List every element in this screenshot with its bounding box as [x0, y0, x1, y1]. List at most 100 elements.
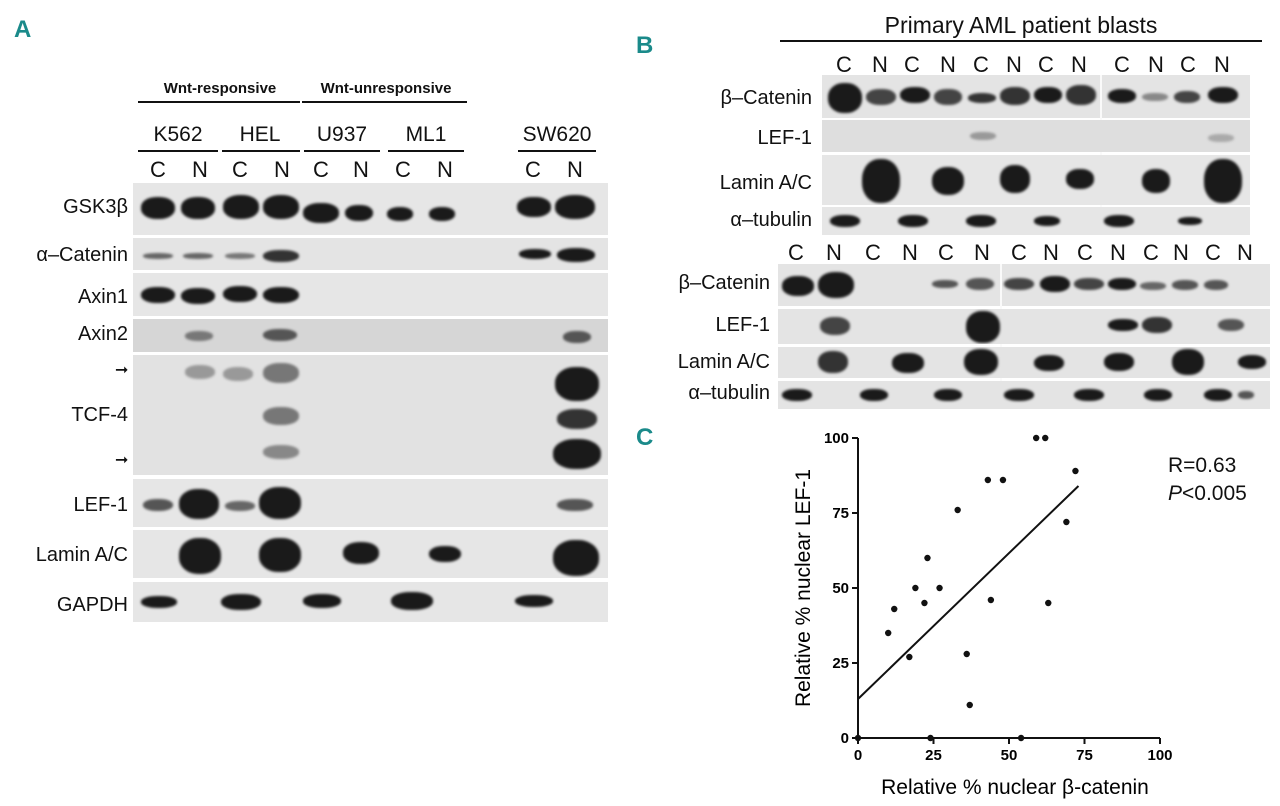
blot-strip-gapdh	[133, 582, 608, 622]
lane-label: N	[1173, 240, 1189, 265]
y-tick-label: 25	[832, 655, 849, 672]
row-label-alpha-tubulin: α–tubulin	[730, 209, 812, 231]
panel-b-title: Primary AML patient blasts	[884, 12, 1158, 38]
data-point	[1042, 434, 1049, 442]
lane-label: C	[1011, 240, 1027, 265]
data-point	[1045, 599, 1052, 607]
cell-line-underline	[388, 150, 464, 152]
row-label-lamin: Lamin A/C	[719, 172, 812, 194]
row-label-gapdh: GAPDH	[56, 594, 128, 616]
chart-axes: 0 25 50 75 100 0 25 50 75 100	[824, 430, 1173, 764]
blot-strip-axin2	[133, 319, 608, 352]
data-point	[966, 701, 973, 709]
lane-label: C	[525, 157, 541, 182]
blot-strip-b-top-lamin	[822, 155, 1250, 205]
data-point	[891, 605, 898, 613]
lane-label: C	[395, 157, 411, 182]
y-tick-label: 50	[832, 580, 849, 597]
row-label-beta-catenin: β–Catenin	[720, 87, 812, 109]
lane-label: N	[192, 157, 208, 182]
lane-label: C	[1180, 52, 1196, 77]
x-tick-label: 0	[854, 747, 862, 764]
blot-strip-lef1	[133, 479, 608, 527]
data-point	[954, 506, 961, 514]
x-tick-label: 75	[1076, 747, 1093, 764]
row-label-alpha-tubulin: α–tubulin	[688, 382, 770, 404]
blot-strip-alpha-catenin	[133, 238, 608, 270]
data-point	[912, 584, 919, 592]
lane-label: C	[313, 157, 329, 182]
lane-label: N	[437, 157, 453, 182]
data-point	[963, 650, 970, 658]
cell-line-underline	[304, 150, 380, 152]
lane-label: N	[940, 52, 956, 77]
x-tick-label: 25	[925, 747, 942, 764]
cell-line-sw620: SW620	[522, 123, 592, 146]
row-label-lamin: Lamin A/C	[35, 544, 128, 566]
y-tick-label: 0	[841, 730, 849, 747]
row-label-gsk3b: GSK3β	[63, 196, 128, 218]
lane-label: N	[1043, 240, 1059, 265]
data-point	[927, 734, 934, 742]
group-underline-responsive	[138, 101, 300, 103]
cell-line-underline	[518, 150, 596, 152]
data-point	[936, 584, 943, 592]
row-label-lef1: LEF-1	[757, 127, 812, 149]
lane-label: C	[1205, 240, 1221, 265]
data-points	[854, 434, 1079, 742]
row-label-lef1: LEF-1	[73, 494, 128, 516]
blot-strip-b-bottom-lamin	[778, 347, 1270, 378]
group-label-wnt-unresponsive: Wnt-unresponsive	[320, 80, 452, 97]
blot-strip-b-bottom-lef1	[778, 309, 1270, 344]
regression-line	[857, 485, 1080, 700]
blot-strip-b-bottom-beta-catenin	[778, 264, 1270, 306]
row-label-axin1: Axin1	[77, 286, 128, 308]
x-tick-label: 100	[1147, 747, 1172, 764]
row-label-tcf4: TCF-4	[71, 404, 128, 426]
data-point	[924, 554, 931, 562]
blot-strip-b-top-tubulin	[822, 207, 1250, 235]
cell-line-k562: K562	[153, 123, 203, 146]
blot-strip-lamin	[133, 530, 608, 578]
lane-label: N	[872, 52, 888, 77]
data-point	[1063, 518, 1070, 526]
lane-label: N	[1148, 52, 1164, 77]
lane-label: N	[1237, 240, 1253, 265]
band-arrow-icon: ➞	[115, 452, 129, 469]
panel-b-letter: B	[636, 32, 654, 59]
blot-strip-b-top-lef1	[822, 120, 1250, 152]
y-axis-label: Relative % nuclear LEF-1	[792, 469, 815, 707]
lane-label: C	[232, 157, 248, 182]
lane-label: C	[1077, 240, 1093, 265]
lane-label: C	[836, 52, 852, 77]
stat-p-value: <0.005	[1182, 482, 1247, 505]
blot-strip-gsk3b	[133, 183, 608, 235]
cell-line-ml1: ML1	[405, 123, 447, 146]
lane-label: N	[1071, 52, 1087, 77]
lane-label: C	[904, 52, 920, 77]
data-point	[984, 476, 992, 484]
cell-line-underline	[138, 150, 218, 152]
blot-strip-tcf4	[133, 355, 608, 475]
stat-r: R=0.63	[1168, 454, 1237, 477]
lane-label: N	[826, 240, 842, 265]
lane-label: C	[1038, 52, 1054, 77]
group-label-wnt-responsive: Wnt-responsive	[163, 80, 277, 97]
lane-label: N	[974, 240, 990, 265]
data-point	[885, 629, 892, 637]
lane-label: N	[567, 157, 583, 182]
lane-label: C	[1114, 52, 1130, 77]
row-label-lef1: LEF-1	[715, 314, 770, 336]
data-point	[1032, 434, 1040, 442]
blot-strip-b-top-beta-catenin	[822, 75, 1250, 118]
data-point	[921, 599, 928, 607]
y-tick-label: 100	[824, 430, 849, 447]
lane-label: C	[788, 240, 804, 265]
blot-strip-b-bottom-tubulin	[778, 381, 1270, 409]
blot-strip-axin1	[133, 273, 608, 316]
scatter-chart: 0 25 50 75 100 0 25 50 75 100 Relative % nuclear …	[792, 430, 1173, 799]
lane-label: N	[902, 240, 918, 265]
cell-line-hel: HEL	[239, 123, 281, 146]
row-label-axin2: Axin2	[77, 323, 128, 345]
cell-line-underline	[222, 150, 300, 152]
